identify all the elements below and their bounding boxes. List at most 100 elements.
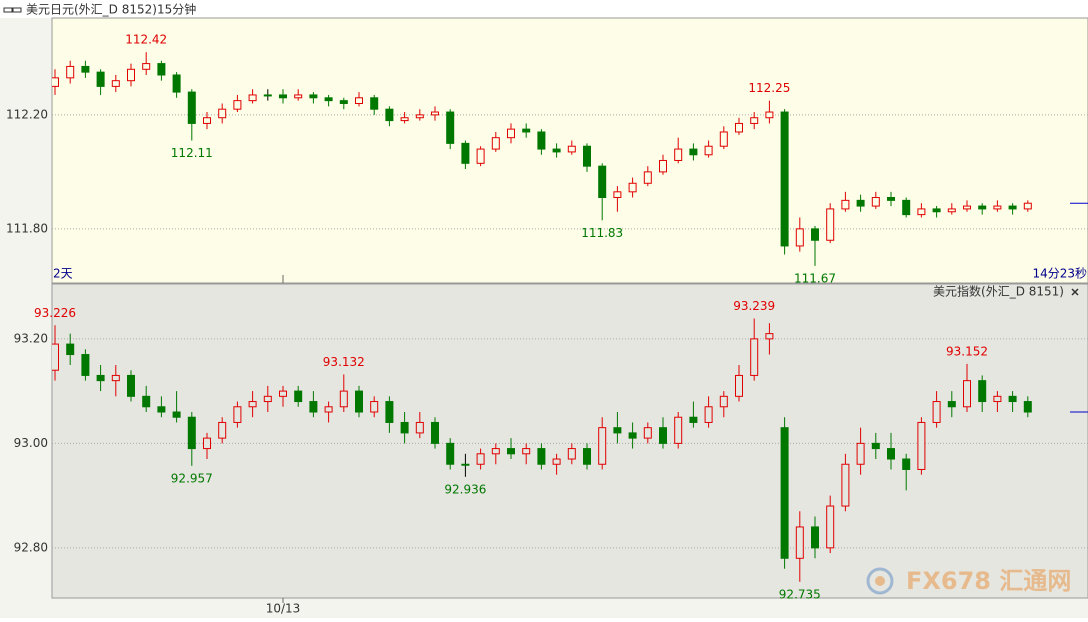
candle-body: [248, 94, 257, 102]
candle-body: [567, 448, 576, 460]
candle-body: [826, 208, 835, 241]
candle-body: [324, 406, 333, 413]
candle-body: [431, 111, 439, 116]
candle-body: [491, 137, 500, 150]
close-icon: [1071, 288, 1079, 296]
candle-body: [932, 208, 941, 213]
candle-body: [400, 117, 409, 122]
watermark-text: FX678 汇通网: [906, 567, 1071, 595]
candle-body: [370, 97, 379, 110]
candle-body: [750, 338, 759, 376]
candle-body: [887, 197, 895, 201]
candle-body: [157, 406, 166, 413]
candle-body: [674, 148, 683, 161]
candle-body: [628, 432, 637, 439]
top-title: 美元日元(外汇_D 8152)15分钟: [26, 2, 196, 17]
candle-body: [203, 117, 211, 124]
period-label: 2天: [53, 267, 73, 281]
candle-body: [643, 427, 652, 439]
candle-body: [719, 131, 728, 147]
extreme-label: 93.239: [733, 299, 775, 313]
candle-body: [400, 421, 409, 434]
extreme-label: 111.67: [794, 271, 836, 285]
candle-body: [841, 463, 850, 507]
y-tick-label: 92.80: [14, 540, 48, 554]
candle-body: [780, 427, 789, 559]
candle-body: [370, 401, 379, 413]
candle-body: [689, 148, 698, 156]
candle-body: [279, 94, 287, 99]
extreme-label: 92.957: [171, 471, 213, 485]
candle-body: [856, 442, 865, 465]
watermark: FX678 汇通网: [866, 567, 1071, 595]
candle-body: [856, 199, 865, 207]
candle-body: [871, 442, 880, 450]
candle-body: [476, 453, 485, 465]
candle-body: [871, 197, 880, 207]
candle-body: [218, 421, 227, 439]
candle-body: [81, 65, 90, 73]
candle-body: [187, 91, 196, 124]
candle-body: [142, 63, 151, 70]
candle-body: [1023, 401, 1032, 413]
candle-body: [674, 416, 683, 444]
candle-body: [811, 526, 819, 549]
candle-body: [552, 458, 561, 465]
candle-body: [765, 111, 774, 119]
candle-body: [187, 416, 196, 450]
candle-body: [963, 205, 971, 210]
candle-body: [96, 71, 105, 87]
candle-body: [735, 122, 743, 133]
extreme-label: 112.25: [748, 81, 790, 95]
candle-body: [963, 380, 971, 408]
candle-body: [157, 63, 166, 76]
candle-body: [461, 142, 470, 164]
extreme-label: 93.132: [323, 355, 365, 369]
candle-body: [233, 100, 242, 110]
candle-body: [978, 205, 987, 210]
candle-body: [431, 421, 439, 444]
close-button[interactable]: [1071, 288, 1079, 296]
candle-body: [81, 354, 90, 376]
candle-body: [917, 421, 926, 470]
candle-body: [598, 427, 607, 465]
candle-body: [719, 395, 728, 408]
candle-body: [294, 390, 303, 403]
candle-body: [537, 448, 546, 465]
y-tick-label: 111.80: [6, 221, 48, 235]
candle-body: [446, 442, 455, 465]
candle-body: [552, 148, 561, 153]
candle-body: [385, 401, 394, 423]
candle-body: [96, 374, 105, 382]
candle-body: [461, 463, 470, 466]
panel-background: [51, 283, 1088, 599]
candle-body: [203, 437, 211, 450]
candle-body: [111, 80, 120, 87]
candle-body: [583, 145, 591, 167]
extreme-label: 112.42: [125, 33, 167, 47]
candle-body: [66, 343, 75, 356]
candle-body: [355, 390, 363, 413]
candle-body: [507, 448, 515, 455]
candle-body: [917, 208, 926, 216]
candle-body: [887, 448, 895, 460]
candle-body: [476, 148, 485, 164]
candle-body: [309, 401, 318, 413]
watermark-logo: [875, 576, 885, 586]
candle-body: [643, 171, 652, 184]
candle-body: [689, 416, 698, 423]
extreme-label: 112.11: [171, 146, 213, 160]
candle-body: [355, 97, 363, 104]
candle-body: [339, 100, 348, 104]
candle-body: [263, 395, 272, 403]
candle-body: [628, 182, 637, 193]
candle-body: [704, 145, 713, 156]
candle-body: [1008, 395, 1017, 403]
candle-body: [491, 448, 500, 455]
candle-body: [567, 145, 576, 153]
candle-body: [324, 97, 333, 102]
candle-body: [765, 333, 774, 340]
candle-body: [841, 199, 850, 210]
candle-body: [52, 77, 59, 87]
